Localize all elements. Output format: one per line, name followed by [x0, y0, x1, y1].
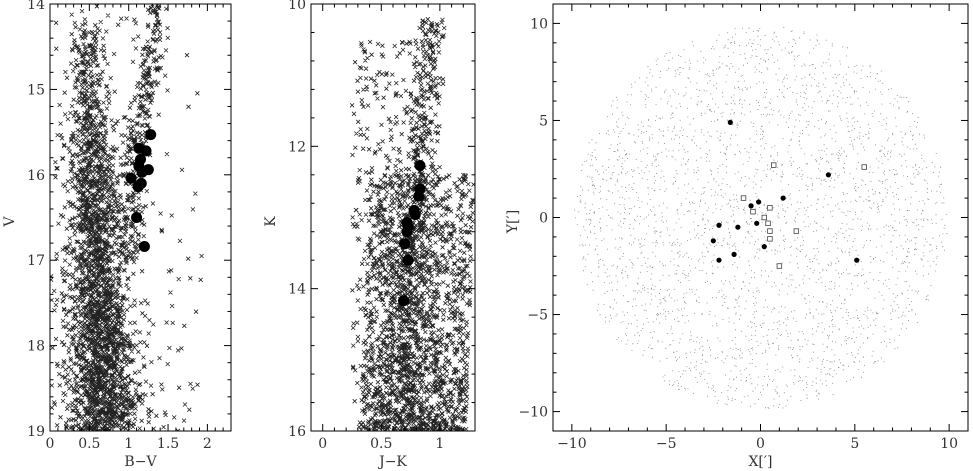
axis-frame — [49, 3, 232, 432]
open-square-point — [767, 205, 773, 211]
x-axis-label: B−V — [124, 454, 157, 470]
x-tick-label: 0.5 — [78, 436, 100, 452]
member-star-point — [735, 224, 741, 230]
y-tick-label: 16 — [27, 168, 45, 184]
x-tick-label: 1 — [124, 436, 133, 452]
y-axis-label: K — [263, 216, 279, 227]
field-star-dots — [574, 26, 948, 409]
member-star-point — [754, 220, 760, 226]
member-star-point — [761, 244, 767, 250]
series-filled-circle-large — [398, 160, 426, 307]
open-square-point — [771, 162, 777, 168]
y-axis-label: V — [2, 216, 18, 228]
member-star-point — [854, 257, 860, 263]
x-tick-label: 0 — [756, 436, 765, 452]
plot-area — [50, 4, 204, 431]
open-square-point — [793, 228, 800, 234]
open-square-point — [861, 164, 867, 170]
x-tick-label: 1.5 — [157, 436, 179, 452]
member-star-point — [125, 172, 137, 184]
y-tick-label: 16 — [288, 424, 306, 440]
open-square-point — [761, 214, 767, 221]
y-tick-label: 19 — [27, 424, 45, 440]
member-star-point — [727, 119, 733, 125]
member-star-point — [140, 145, 152, 157]
y-tick-label: −5 — [527, 308, 548, 324]
member-star-point — [414, 160, 426, 172]
x-tick-label: 2 — [203, 436, 212, 452]
panel-cmd-bv: 0 0.5 1 1.5 2 14 15 16 17 18 19 B−V V — [2, 0, 232, 470]
open-square-point — [765, 220, 771, 227]
y-tick-label: −10 — [518, 405, 548, 421]
field-star-crosses — [50, 4, 204, 431]
member-star-point — [401, 226, 413, 238]
member-star-point — [748, 203, 754, 209]
series-open-square — [740, 162, 867, 269]
axis-frame — [552, 3, 969, 432]
x-tick-label: 0 — [46, 436, 55, 452]
panel-cmd-jk: 0 0.5 1 10 12 14 16 J−K K — [263, 0, 476, 470]
member-star-point — [710, 238, 716, 244]
member-star-point — [413, 190, 425, 202]
x-tick-label: 0.5 — [370, 436, 392, 452]
x-tick-label: −10 — [557, 436, 587, 452]
x-tick-label: 10 — [940, 436, 958, 452]
y-tick-label: 12 — [288, 139, 306, 155]
member-star-point — [402, 254, 414, 266]
y-tick-label: 18 — [27, 339, 45, 355]
member-star-point — [731, 251, 737, 257]
x-tick-label: −5 — [656, 436, 677, 452]
member-star-point — [756, 199, 762, 205]
open-square-point — [750, 208, 756, 215]
member-star-point — [780, 195, 786, 201]
panel-spatial: −10 −5 0 5 10 −10 −5 0 5 10 X[′] Y[′] — [505, 3, 969, 470]
y-tick-label: 0 — [539, 211, 548, 227]
member-star-point — [398, 295, 410, 307]
y-tick-label: 5 — [539, 113, 548, 129]
member-star-point — [716, 257, 722, 263]
field-stars — [50, 4, 204, 431]
series-filled-circle — [710, 119, 860, 263]
member-star-point — [825, 172, 832, 178]
member-star-point — [132, 181, 144, 193]
member-star-point — [136, 166, 148, 178]
y-tick-label: 10 — [530, 16, 548, 32]
member-star-point — [399, 238, 411, 250]
x-tick-label: 1 — [435, 436, 444, 452]
field-stars — [574, 26, 948, 409]
series-filled-circle-large — [125, 129, 157, 253]
member-star-point — [138, 241, 150, 253]
plot-area — [574, 26, 948, 409]
open-square-point — [767, 228, 773, 234]
y-tick-label: 17 — [27, 253, 45, 269]
member-star-point — [131, 212, 143, 223]
x-axis-label: X[′] — [748, 454, 772, 470]
y-tick-label: 14 — [288, 282, 306, 298]
x-tick-label: 0 — [318, 436, 327, 452]
open-square-point — [767, 236, 773, 242]
member-star-point — [409, 209, 421, 221]
y-tick-label: 14 — [27, 0, 45, 13]
x-axis-label: J−K — [377, 454, 407, 470]
y-tick-label: 10 — [288, 0, 306, 13]
y-axis-label: Y[′] — [505, 210, 521, 234]
x-tick-label: 5 — [850, 436, 859, 452]
member-star-point — [145, 129, 157, 141]
plot-area — [349, 16, 475, 431]
open-square-point — [776, 263, 783, 269]
open-square-point — [740, 195, 747, 201]
member-star-point — [716, 222, 722, 228]
y-tick-label: 15 — [27, 82, 45, 98]
